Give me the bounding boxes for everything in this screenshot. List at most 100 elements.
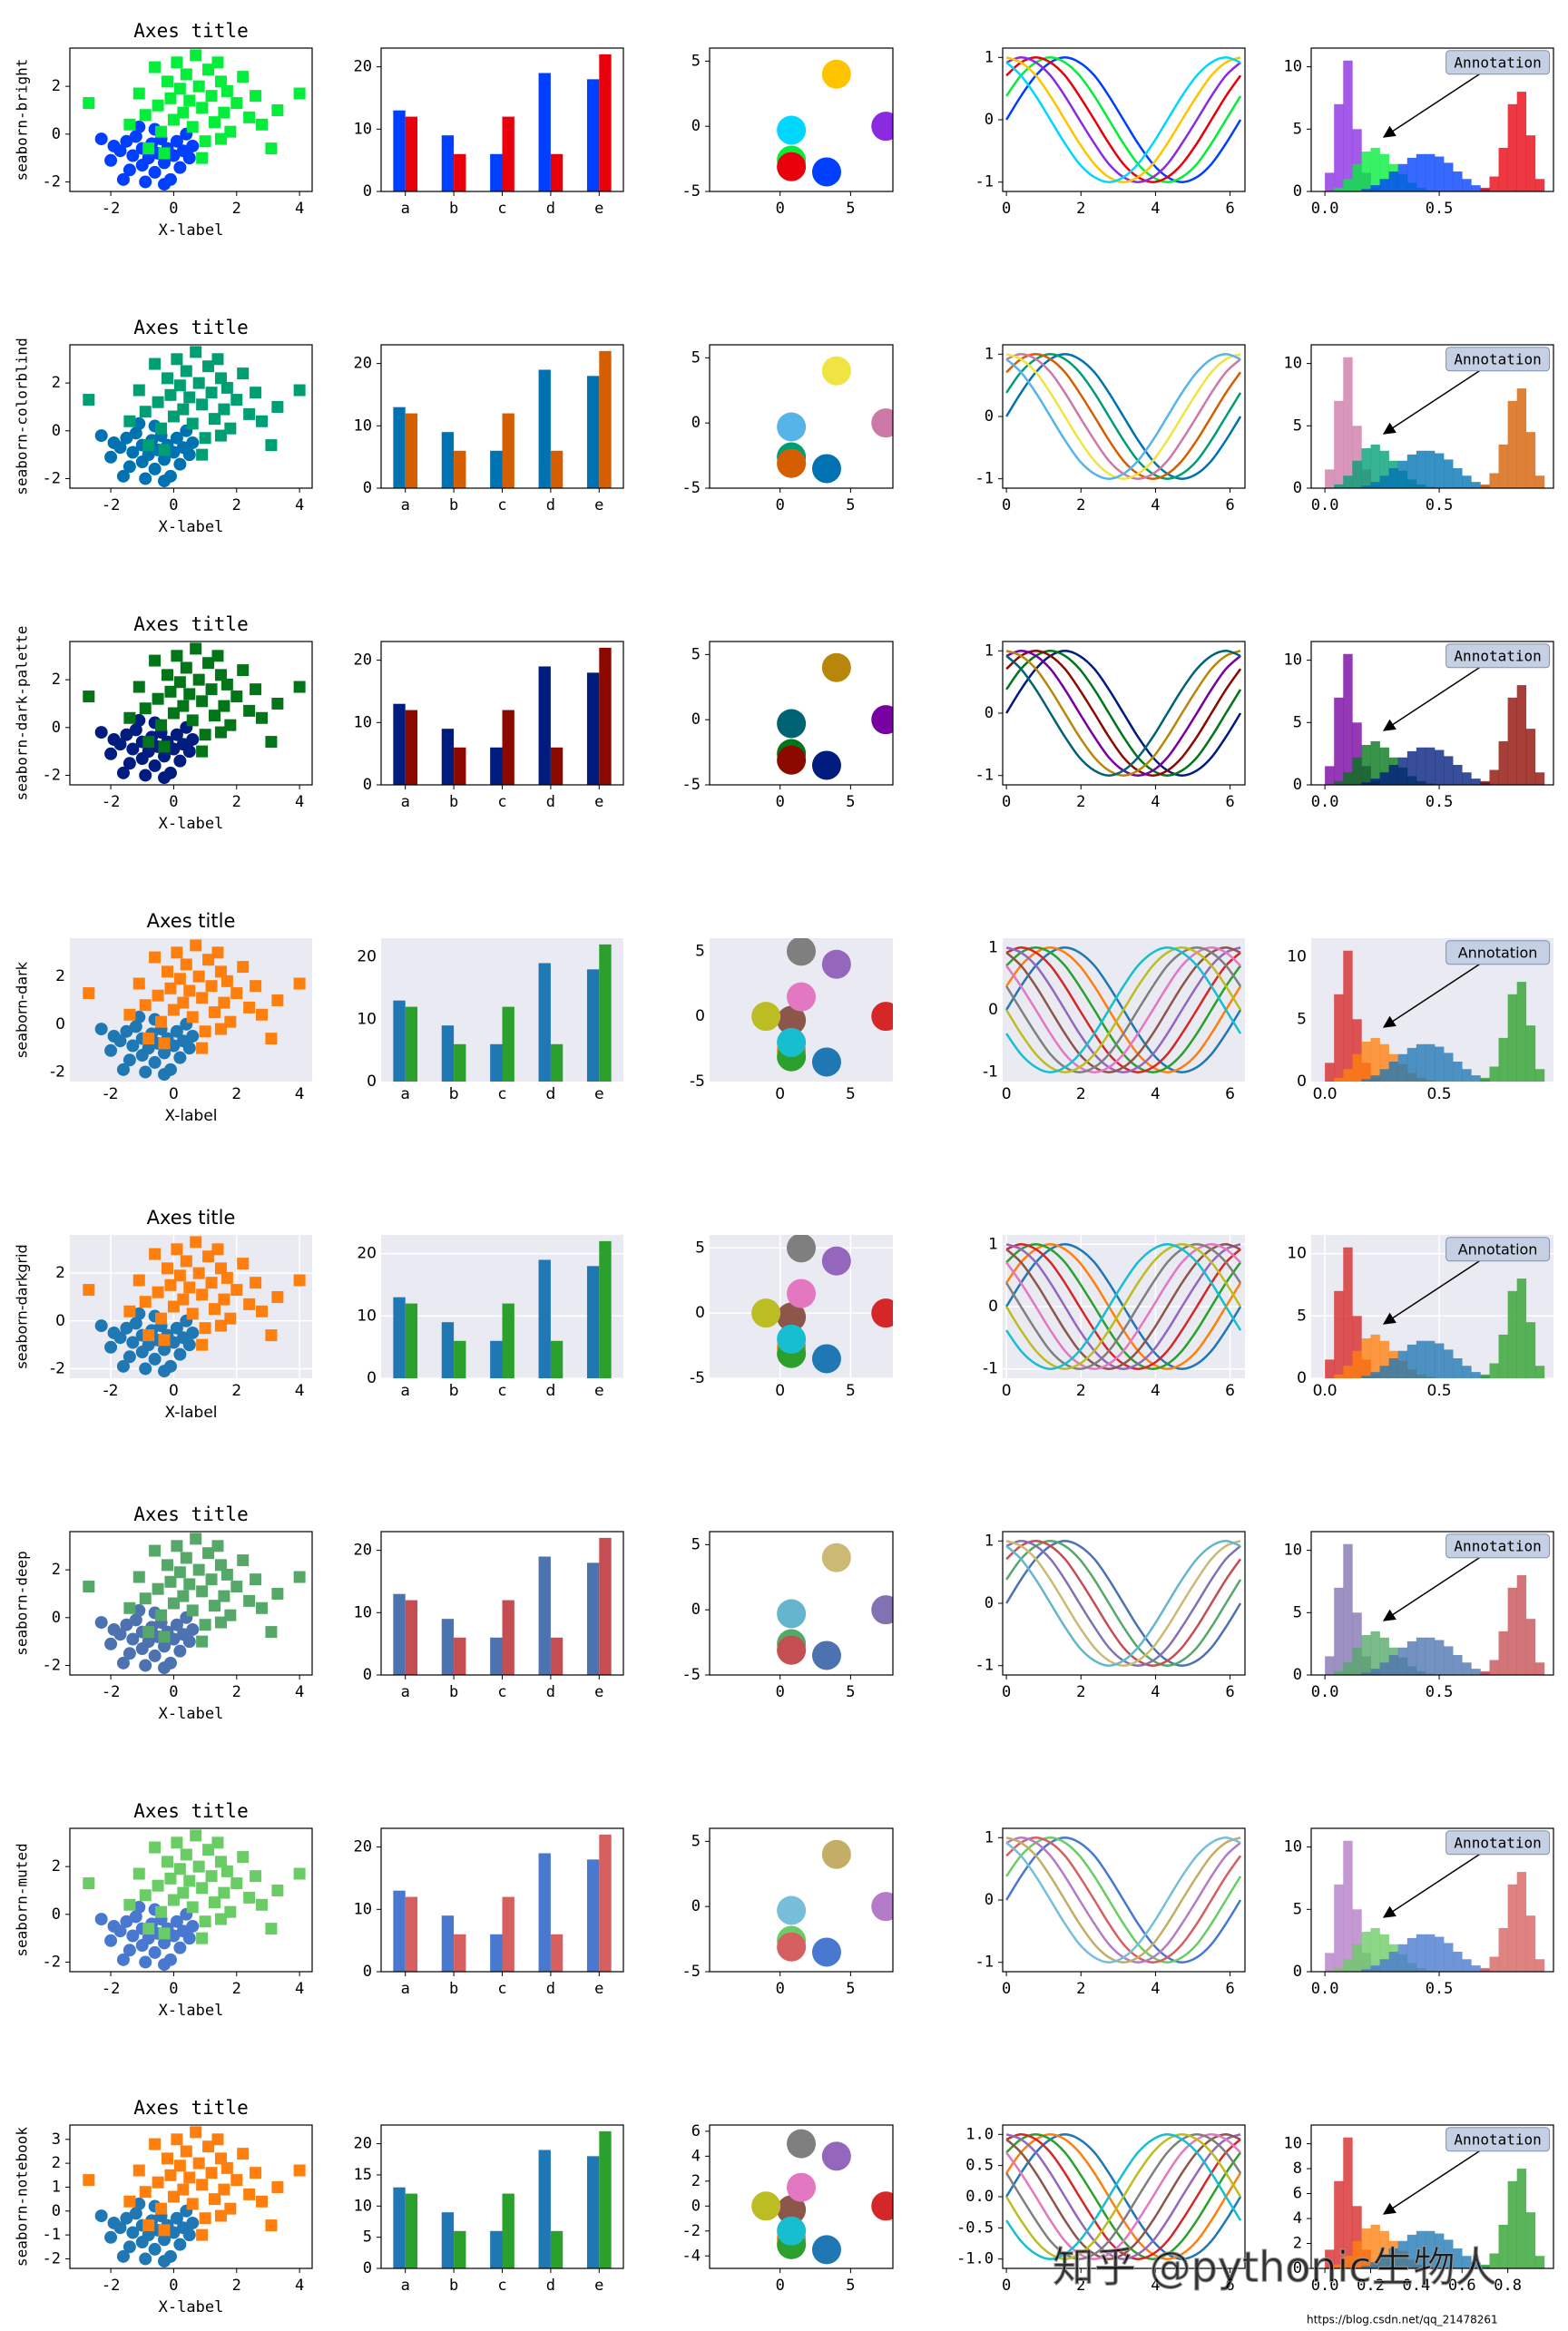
plot-data <box>1325 60 1545 191</box>
square-point <box>271 400 284 413</box>
bar <box>538 666 551 785</box>
annotation: Annotation <box>1458 944 1538 961</box>
y-tick-label: 2 <box>55 967 65 985</box>
square-point <box>256 2195 269 2208</box>
square-point <box>192 1267 205 1279</box>
annotation-box <box>1446 1533 1551 1559</box>
x-tick-label: 0 <box>775 1085 785 1103</box>
x-tick-label: 2 <box>232 200 241 218</box>
histogram-bin <box>1498 444 1508 488</box>
square-point <box>152 2176 164 2189</box>
bar <box>502 413 514 488</box>
histogram-bin <box>1379 1366 1389 1378</box>
circle-point <box>186 1622 200 1636</box>
histogram-bin <box>1379 2256 1389 2268</box>
y-tick-label: 0 <box>52 1905 61 1924</box>
square-point <box>196 448 209 461</box>
y-tick-label: -1 <box>983 1063 998 1082</box>
circle-point <box>186 139 200 152</box>
square-point <box>237 1258 250 1270</box>
bar <box>586 1562 600 1675</box>
histogram-bin <box>1352 2206 1362 2268</box>
y-tick-label: 4 <box>1293 2209 1302 2228</box>
line-series <box>1005 2133 1242 2260</box>
square-point <box>149 654 162 667</box>
y-tick-label: -5 <box>690 1072 705 1091</box>
subplot: -4 -2 0 2 4 6 0 5 <box>682 2122 894 2295</box>
histogram-bin <box>1534 772 1545 785</box>
histogram-bin <box>1388 1358 1399 1378</box>
x-tick-label: 2 <box>1076 1085 1086 1103</box>
histogram-bin <box>1480 187 1490 191</box>
circle-point <box>104 1340 118 1354</box>
x-tick-label: 2 <box>232 793 241 811</box>
y-tick-label: -2 <box>43 172 61 191</box>
bar <box>454 450 466 488</box>
histogram-bin <box>1379 1043 1389 1082</box>
x-tick-label: 5 <box>846 1382 856 1400</box>
bar <box>393 110 406 191</box>
square-point <box>214 1319 227 1332</box>
bar <box>441 1915 455 1972</box>
x-tick-label: 4 <box>1151 1683 1160 1701</box>
histogram-bin <box>1370 185 1380 191</box>
plot-data <box>777 59 893 187</box>
square-point <box>190 939 202 952</box>
y-tick-label: 1.0 <box>965 2125 994 2143</box>
y-tick-label: 0 <box>985 1594 994 1612</box>
square-point <box>161 1559 173 1572</box>
square-point <box>214 132 227 145</box>
circle-point <box>120 1618 133 1631</box>
style-name: seaborn-dark-palette <box>14 626 31 801</box>
y-tick-label: 5 <box>695 942 705 960</box>
histogram-bin <box>1334 1670 1344 1675</box>
circle-point <box>94 726 108 739</box>
line-series <box>1005 56 1241 183</box>
y-tick-label: 2 <box>52 2154 61 2172</box>
line-series <box>1005 1540 1241 1667</box>
y-tick-label: 0 <box>985 704 994 722</box>
histogram-bin <box>1435 156 1445 191</box>
plot-data <box>777 1839 893 1967</box>
circle-point <box>158 771 172 785</box>
square-point <box>183 1578 196 1591</box>
histogram-bin <box>1489 1660 1499 1675</box>
y-tick-label: -5 <box>682 776 701 794</box>
square-point <box>214 1856 227 1868</box>
x-tick-label: 0 <box>169 1980 178 1998</box>
x-tick-label: 0 <box>776 200 785 218</box>
x-tick-label: 4 <box>295 496 304 514</box>
bar <box>586 672 600 785</box>
circle-point <box>126 1929 140 1943</box>
square-point <box>218 1886 230 1899</box>
y-tick-label: 1 <box>985 1828 994 1846</box>
square-point <box>293 87 306 100</box>
x-tick-label: 0.0 <box>1313 1382 1338 1400</box>
bar <box>393 2187 406 2268</box>
square-point <box>180 958 192 971</box>
dot <box>777 412 807 442</box>
bar <box>538 73 551 191</box>
bar <box>550 1340 564 1378</box>
histogram-bin <box>1334 2180 1344 2268</box>
square-point <box>155 719 168 731</box>
circle-point <box>132 1900 146 1914</box>
axes-frame <box>1002 2124 1246 2269</box>
bar <box>490 747 503 785</box>
circle-point <box>182 1042 196 1055</box>
histogram-bin <box>1352 1944 1362 1972</box>
subplot: -1 0 1 0 2 4 6 <box>975 1531 1246 1701</box>
square-point <box>196 2228 209 2241</box>
square-point <box>149 951 162 964</box>
dot <box>777 2195 807 2225</box>
square-point <box>293 384 306 397</box>
histogram-bin <box>1471 185 1481 191</box>
dot <box>811 2235 841 2265</box>
axes-frame <box>380 641 624 786</box>
y-tick-label: 10 <box>354 1900 372 1918</box>
histogram-bin <box>1425 1340 1436 1378</box>
histogram-bin <box>1425 450 1436 488</box>
square-point <box>237 367 250 380</box>
y-tick-label: 10 <box>1287 1245 1307 1263</box>
circle-point <box>126 1632 140 1646</box>
